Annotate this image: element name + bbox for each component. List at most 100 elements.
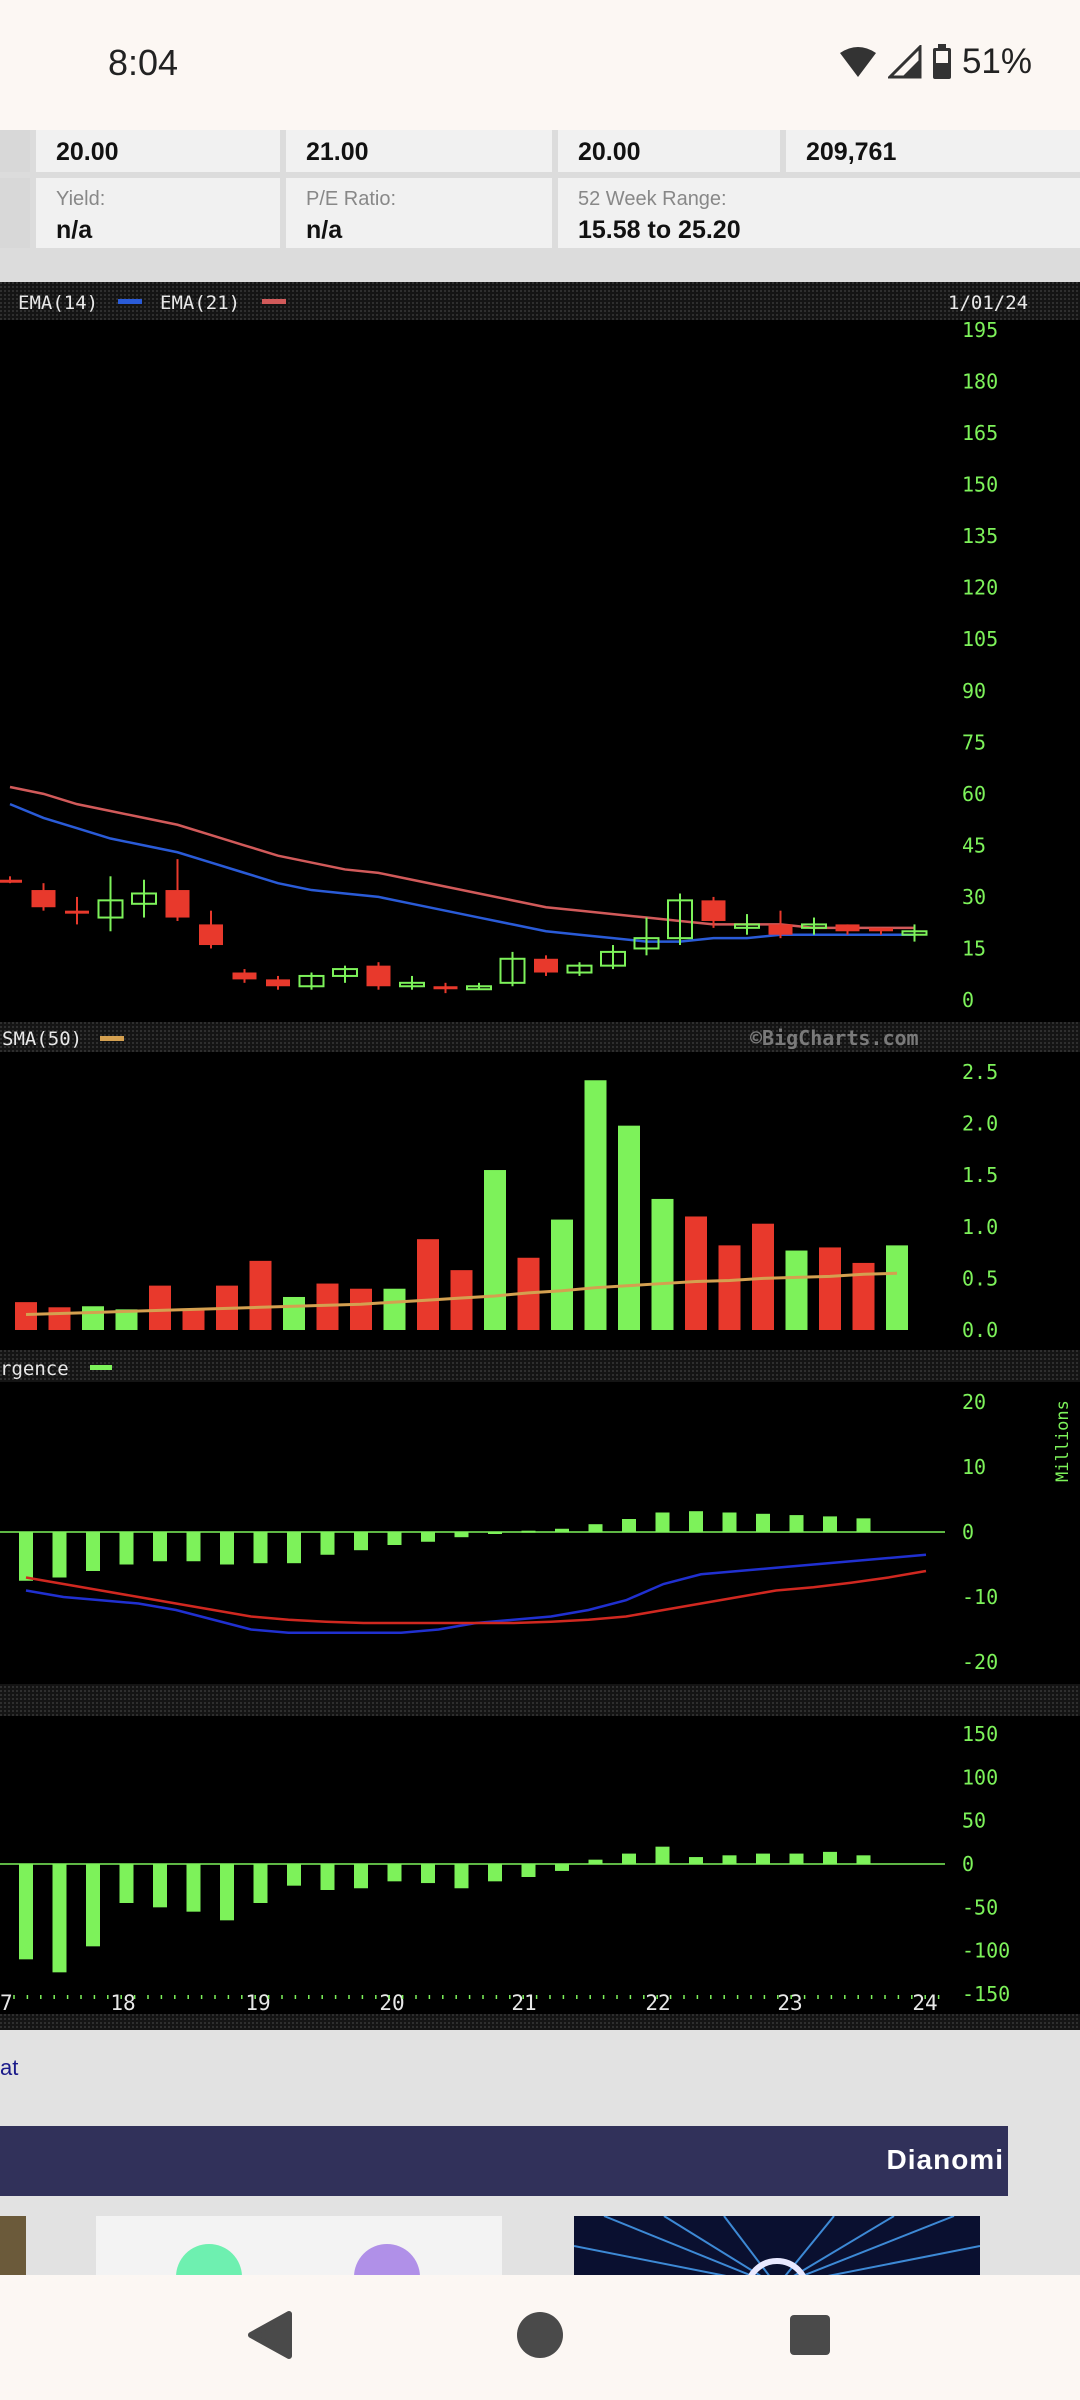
quote-cell-stub	[0, 178, 33, 248]
candle-body	[366, 965, 391, 987]
macd-histogram-bar	[86, 1532, 100, 1571]
status-icons: 51%	[838, 42, 1032, 82]
macd-swatch	[90, 1365, 112, 1370]
ema21-swatch	[262, 299, 286, 304]
bottom-strip	[0, 2014, 1080, 2030]
bigcharts-watermark: ©BigCharts.com	[750, 1026, 919, 1050]
price-tick-label: 150	[962, 473, 998, 497]
quote-value: 20.00	[56, 138, 119, 166]
candle-body	[97, 899, 124, 919]
stock-chart[interactable]: EMA(14) EMA(21) 1/01/24 SMA(50) ©BigChar…	[0, 282, 1080, 2030]
ema-line	[9, 802, 915, 943]
roc-bar	[488, 1864, 502, 1882]
candle-body	[266, 979, 290, 987]
roc-bar	[153, 1864, 167, 1908]
price-tick-label: 0	[962, 988, 974, 1012]
ad-thumbnail[interactable]	[0, 2216, 26, 2276]
macd-histogram-bar	[521, 1530, 536, 1533]
roc-bar	[186, 1864, 201, 1912]
volume-bar	[718, 1245, 741, 1330]
macd-histogram-bar	[52, 1532, 67, 1578]
volume-bar	[350, 1288, 372, 1330]
roc-tick-label: -150	[962, 1982, 1010, 2006]
quote-cell-pe: P/E Ratio: n/a	[286, 178, 555, 248]
roc-tick-label: 150	[962, 1722, 998, 1746]
ad-banner[interactable]: Dianomi	[0, 2126, 1008, 2196]
roc-bar	[387, 1864, 402, 1882]
volume-tick-label: 1.0	[962, 1215, 998, 1239]
volume-bar	[383, 1288, 406, 1330]
status-bar: 8:04 51%	[0, 0, 1080, 130]
sma50-line	[25, 1271, 898, 1317]
ad-circle-purple	[354, 2244, 420, 2276]
volume-tick-label: 2.5	[962, 1060, 998, 1084]
candle-body	[801, 923, 827, 929]
roc-bar	[756, 1853, 770, 1864]
quote-cell: 20.00	[36, 130, 283, 172]
volume-bar	[182, 1309, 205, 1330]
macd-histogram-bar	[421, 1532, 435, 1542]
candle-body	[232, 972, 257, 980]
android-nav-bar	[0, 2275, 1080, 2400]
x-tick-label: 18	[110, 1991, 135, 2015]
candle-body	[667, 899, 693, 940]
roc-bar	[454, 1864, 469, 1889]
candle-body	[466, 985, 492, 991]
candle-body	[0, 879, 22, 883]
ema14-legend: EMA(14)	[18, 292, 98, 314]
macd-tick-label: 20	[962, 1390, 986, 1414]
volume-bar	[886, 1245, 908, 1330]
quote-value: 21.00	[306, 138, 369, 166]
x-tick-label: 24	[912, 1991, 937, 2015]
ad-starburst-image	[574, 2216, 980, 2276]
home-icon[interactable]	[516, 2310, 564, 2360]
roc-tick-label: -100	[962, 1939, 1010, 1963]
ema21-legend: EMA(21)	[160, 292, 240, 314]
roc-bar	[86, 1864, 100, 1947]
volume-bar	[115, 1309, 138, 1330]
x-tick-label: 19	[245, 1991, 270, 2015]
candle-body	[499, 957, 526, 984]
volume-bar	[15, 1302, 37, 1330]
recents-icon[interactable]	[788, 2310, 832, 2360]
macd-histogram-bar	[488, 1532, 502, 1534]
roc-bar	[823, 1851, 837, 1864]
quote-cell-stub	[0, 130, 33, 172]
roc-bar	[287, 1864, 301, 1886]
pe-value: n/a	[306, 216, 343, 244]
chart-date: 1/01/24	[948, 292, 1028, 314]
macd-histogram-bar	[588, 1524, 603, 1532]
price-tick-label: 120	[962, 576, 998, 600]
quote-cell: 209,761	[786, 130, 1080, 172]
roc-bar	[52, 1864, 67, 1973]
volume-bar	[651, 1198, 674, 1330]
candle-body	[199, 924, 223, 946]
ad-thumbnail[interactable]	[96, 2216, 502, 2276]
ticker-link[interactable]: at	[0, 2055, 19, 2080]
x-axis: 7 18 19 20 21 22 23 24	[0, 1991, 940, 2015]
candle-body	[566, 964, 593, 974]
candle-body	[31, 890, 56, 908]
volume-bar	[785, 1250, 808, 1330]
candle-body	[433, 986, 458, 990]
roc-tick-label: 0	[962, 1852, 974, 1876]
quote-volume-value: 209,761	[806, 138, 897, 166]
volume-bar	[551, 1219, 573, 1330]
volume-bar	[618, 1125, 640, 1330]
volume-bar	[584, 1080, 607, 1330]
x-tick-label: 20	[379, 1991, 404, 2015]
price-legend-strip	[0, 282, 1080, 320]
back-icon[interactable]	[245, 2310, 293, 2360]
roc-bar	[354, 1864, 368, 1889]
range-label: 52 Week Range:	[578, 188, 727, 210]
ad-thumbnail[interactable]	[574, 2216, 980, 2276]
macd-histogram-bar	[186, 1532, 201, 1562]
roc-bar	[555, 1864, 569, 1871]
quote-cell-range: 52 Week Range: 15.58 to 25.20	[558, 178, 1080, 248]
candle-body	[131, 892, 157, 905]
battery-percent: 51%	[961, 42, 1032, 81]
sma50-swatch	[100, 1036, 124, 1041]
volume-panel: 2.5 2.0 1.5 1.0 0.5 0.0	[15, 1060, 998, 1342]
macd-histogram-bar	[823, 1516, 837, 1532]
x-tick-label: 22	[645, 1991, 670, 2015]
